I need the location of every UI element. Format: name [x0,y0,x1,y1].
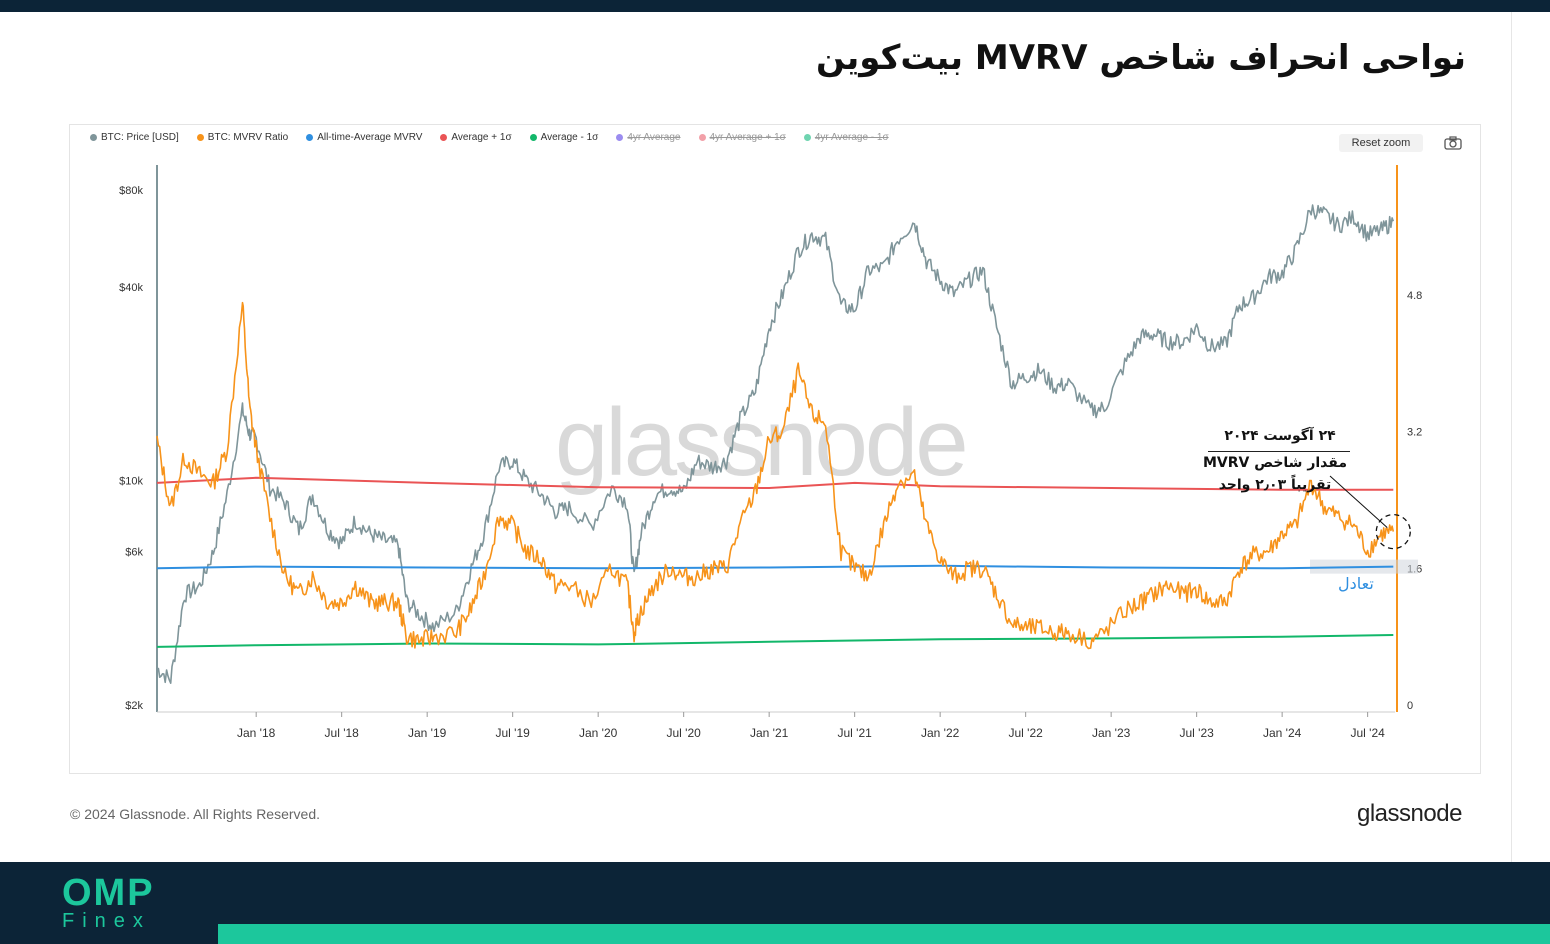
page-right-border [1511,12,1512,862]
camera-icon[interactable] [1444,136,1462,150]
chart-legend: BTC: Price [USD] BTC: MVRV Ratio All-tim… [90,132,889,143]
legend-dot [196,134,204,141]
annotation-date: ۲۴ آگوست ۲۰۲۴ [1224,428,1336,444]
x-tick-label: Jul '22 [1008,726,1043,740]
annotation-circle [1375,513,1411,550]
legend-dot [529,134,537,141]
legend-dot [306,134,314,141]
reset-zoom-button[interactable]: Reset zoom [1339,134,1423,152]
legend-item-4yr-average-plus-sigma[interactable]: 4yr Average + 1σ [698,132,786,143]
average-plus-sigma-line [156,476,1394,491]
left-tick-label: $80k [119,185,143,197]
legend-item-price[interactable]: BTC: Price [USD] [90,132,179,143]
right-tick-label: 4.8 [1407,290,1422,302]
legend-item-average-minus-sigma[interactable]: Average - 1σ [529,132,599,143]
alltime-average-line [156,564,1394,570]
average-minus-sigma-line [156,634,1394,648]
finex-logo: Finex [62,910,151,932]
x-tick-label: Jul '18 [325,726,360,740]
x-tick-label: Jul '21 [838,726,873,740]
page-title: نواحی انحراف شاخص MVRV بیت‌کوین [815,38,1466,78]
legend-item-4yr-average[interactable]: 4yr Average [616,132,681,143]
legend-dot [90,134,97,141]
legend-label: All-time-Average MVRV [317,132,423,143]
chart-card [69,124,1481,774]
x-tick-label: Jan '19 [408,726,447,740]
legend-dot [440,134,448,141]
legend-dot [616,134,624,141]
left-tick-label: $10k [119,475,143,487]
right-tick-label: 3.2 [1407,427,1422,439]
mvrv-series-line [156,301,1395,650]
price-series-line [157,204,1395,684]
x-tick-label: Jan '22 [921,726,960,740]
legend-label: BTC: MVRV Ratio [207,132,289,143]
x-tick-label: Jan '18 [237,726,276,740]
x-tick-label: Jan '23 [1092,726,1131,740]
left-tick-label: $6k [125,547,143,559]
left-tick-label: $2k [125,700,143,712]
x-tick-label: Jan '20 [579,726,618,740]
legend-label: 4yr Average - 1σ [814,132,889,143]
top-bar [0,0,1550,12]
legend-item-alltime-average[interactable]: All-time-Average MVRV [306,132,422,143]
brand-logo: glassnode [1357,800,1462,827]
legend-label: Average + 1σ [451,132,512,143]
annotation-divider [1208,451,1350,452]
bottom-accent-bar [218,924,1550,944]
legend-label: BTC: Price [USD] [101,132,179,143]
legend-label: 4yr Average [627,132,681,143]
legend-item-4yr-average-minus-sigma[interactable]: 4yr Average - 1σ [803,132,889,143]
annotation-value: تقریباً ۲٫۰۳ واحد [1218,477,1332,493]
right-tick-label: 0 [1407,700,1413,712]
annotation-label: مقدار شاخص MVRV [1202,455,1348,471]
x-tick-label: Jul '24 [1350,726,1385,740]
copyright: © 2024 Glassnode. All Rights Reserved. [70,806,321,822]
legend-dot [698,134,706,141]
x-tick-label: Jan '24 [1263,726,1302,740]
left-tick-label: $40k [119,282,143,294]
equilibrium-label: تعادل [1338,574,1374,593]
legend-label: 4yr Average + 1σ [709,132,786,143]
x-tick-label: Jul '23 [1179,726,1214,740]
x-tick-label: Jul '19 [496,726,531,740]
x-tick-label: Jul '20 [667,726,702,740]
legend-item-mvrv[interactable]: BTC: MVRV Ratio [196,132,289,143]
annotation-pointer [1329,475,1388,528]
x-tick-label: Jan '21 [750,726,789,740]
watermark: glassnode [555,389,969,496]
legend-item-average-plus-sigma[interactable]: Average + 1σ [440,132,512,143]
legend-dot [803,134,811,141]
omp-logo: OMP [62,872,155,914]
legend-label: Average - 1σ [540,132,599,143]
